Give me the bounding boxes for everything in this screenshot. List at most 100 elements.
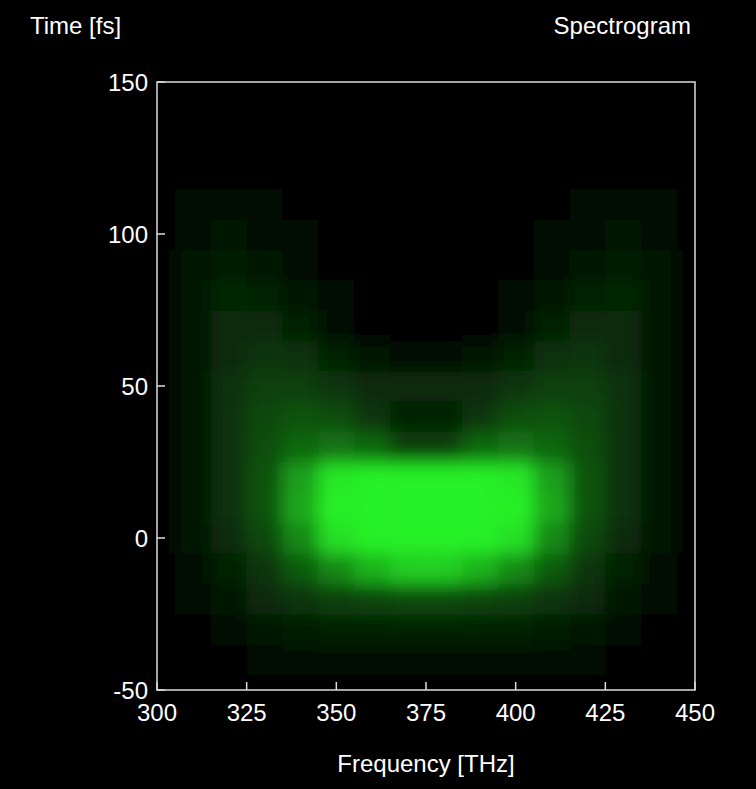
cell [247, 97, 283, 128]
cell [534, 644, 570, 675]
cell [175, 188, 211, 219]
cell [157, 188, 175, 219]
cell [247, 401, 283, 432]
cell [318, 188, 354, 219]
cell [569, 340, 605, 371]
cell [677, 492, 695, 523]
cell [318, 340, 354, 371]
cell [498, 401, 534, 432]
cell [354, 614, 390, 645]
x-tick-label: 450 [675, 699, 715, 726]
cell [318, 219, 354, 250]
cell [569, 523, 605, 554]
cell [426, 219, 462, 250]
cell [677, 158, 695, 189]
cell [498, 280, 534, 311]
cell [354, 340, 390, 371]
cell [677, 97, 695, 128]
plot-background [157, 82, 695, 690]
y-tick [157, 385, 165, 387]
cell [641, 462, 677, 493]
cell [462, 553, 498, 584]
cell [677, 219, 695, 250]
cell [426, 401, 462, 432]
x-tick-label: 350 [316, 699, 356, 726]
cell [605, 82, 641, 98]
cell [569, 280, 605, 311]
cell [175, 128, 211, 159]
cell [426, 432, 462, 463]
cell [283, 219, 319, 250]
x-axis-title: Frequency [THz] [337, 750, 514, 777]
cell [318, 280, 354, 311]
cell [677, 128, 695, 159]
cell [677, 432, 695, 463]
cell [247, 280, 283, 311]
cell [354, 675, 390, 690]
cell [318, 523, 354, 554]
cell [211, 584, 247, 615]
y-tick-label: 50 [121, 373, 148, 400]
cell [677, 523, 695, 554]
y-tick-label: 0 [135, 525, 148, 552]
cell [426, 340, 462, 371]
cell [247, 614, 283, 645]
cell [677, 371, 695, 402]
cell [157, 128, 175, 159]
cell [641, 128, 677, 159]
cell [426, 280, 462, 311]
plot-area [157, 82, 695, 690]
cell [569, 249, 605, 280]
cell [354, 280, 390, 311]
cell [534, 310, 570, 341]
x-tick [694, 682, 696, 690]
cell [390, 401, 426, 432]
cell [498, 219, 534, 250]
cell [354, 462, 390, 493]
cell [641, 614, 677, 645]
cell [157, 158, 175, 189]
cell [283, 584, 319, 615]
cell [211, 280, 247, 311]
cell [211, 340, 247, 371]
cell [534, 188, 570, 219]
cell [677, 553, 695, 584]
cell [283, 644, 319, 675]
cell [283, 188, 319, 219]
cell [426, 128, 462, 159]
cell [211, 432, 247, 463]
cell [247, 553, 283, 584]
cell [247, 432, 283, 463]
cell [641, 644, 677, 675]
cell [157, 340, 175, 371]
cell [318, 249, 354, 280]
cell [605, 675, 641, 690]
cell [390, 462, 426, 493]
cell [498, 158, 534, 189]
title: Spectrogram [554, 12, 691, 39]
cell [283, 553, 319, 584]
cell [157, 644, 175, 675]
cell [175, 280, 211, 311]
cell [605, 97, 641, 128]
cell [354, 158, 390, 189]
cell [605, 462, 641, 493]
cell [534, 97, 570, 128]
cell [677, 340, 695, 371]
cell [211, 219, 247, 250]
x-tick-label: 400 [496, 699, 536, 726]
cell [157, 462, 175, 493]
cell [569, 158, 605, 189]
cell [605, 280, 641, 311]
cell [175, 584, 211, 615]
cell [462, 310, 498, 341]
cell [211, 82, 247, 98]
cell [605, 614, 641, 645]
cell [318, 675, 354, 690]
cell [641, 492, 677, 523]
cell [498, 310, 534, 341]
cell [534, 128, 570, 159]
cell [247, 82, 283, 98]
cell [354, 249, 390, 280]
cell [569, 371, 605, 402]
